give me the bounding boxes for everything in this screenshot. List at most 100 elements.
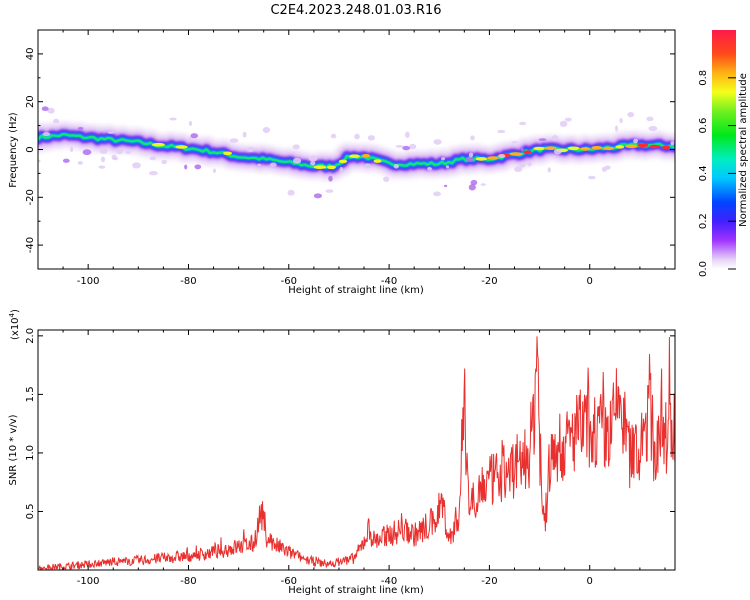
y-tick-label: 20 [25, 95, 36, 108]
x-tick-label: -80 [180, 576, 196, 587]
snr-y-ticks: 0.5 1.0 1.5 2.0 [25, 328, 675, 520]
figure-title: C2E4.2023.248.01.03.R16 [270, 3, 441, 18]
colorbar-tick-label: 0.6 [698, 118, 709, 134]
x-tick-label: -60 [281, 576, 297, 587]
spectrogram-x-ticks: -100 -80 -60 -40 -20 0 [37, 30, 666, 287]
heatmap-speckle [42, 132, 51, 137]
heatmap-speckle [470, 135, 475, 141]
heatmap-speckle [242, 131, 247, 138]
heatmap-speckle [77, 126, 84, 130]
heatmap-speckle [41, 106, 49, 111]
x-tick-label: -40 [381, 576, 397, 587]
heatmap-speckle [553, 148, 562, 155]
heatmap-speckle [498, 154, 506, 158]
heatmap-speckle [269, 162, 277, 167]
heatmap-speckle [367, 135, 376, 141]
heatmap-speckle [99, 148, 108, 154]
heatmap-speckle [292, 157, 302, 164]
heatmap-hot-spot [579, 147, 591, 151]
heatmap-speckle [325, 189, 334, 193]
heatmap-speckle [339, 166, 344, 172]
snr-plot-area [38, 330, 675, 570]
colorbar: 0.0 0.2 0.4 0.6 0.8 Normalized spectral ampl… [698, 30, 749, 277]
heatmap-speckle [184, 164, 188, 170]
heatmap-speckle [47, 107, 55, 114]
heatmap-speckle [497, 129, 506, 134]
snr-frame [37, 329, 676, 571]
spectrogram-heatmap [38, 106, 675, 199]
heatmap-speckle [520, 146, 524, 152]
heatmap-speckle [70, 146, 74, 153]
heatmap-hot-spot [475, 157, 488, 161]
heatmap-speckle [292, 144, 300, 150]
y-tick-label: 1.0 [25, 445, 36, 461]
heatmap-speckle [518, 162, 526, 168]
colorbar-ticks: 0.0 0.2 0.4 0.6 0.8 [698, 70, 736, 277]
heatmap-hot-spot [533, 146, 545, 151]
heatmap-speckle [551, 134, 559, 142]
heatmap-speckle [427, 166, 432, 171]
heatmap-speckle [262, 126, 271, 134]
y-tick-label: 2.0 [25, 328, 36, 344]
heatmap-speckle [310, 161, 316, 166]
heatmap-speckle [614, 125, 619, 132]
heatmap-hot-spot [602, 146, 615, 151]
heatmap-speckle [514, 166, 523, 173]
y-tick-label: 1.5 [25, 386, 36, 402]
y-tick-label: 0.5 [25, 504, 36, 520]
heatmap-speckle [480, 183, 487, 186]
heatmap-speckle [538, 138, 547, 142]
y-tick-label: 0 [25, 146, 36, 152]
heatmap-speckle [470, 179, 478, 186]
heatmap-speckle [62, 158, 70, 163]
heatmap-speckle [38, 159, 41, 163]
colorbar-tick-label: 0.2 [698, 213, 709, 229]
heatmap-speckle [468, 152, 474, 158]
heatmap-speckle [313, 193, 322, 199]
colorbar-gradient [712, 30, 736, 269]
heatmap-speckle [107, 131, 115, 134]
heatmap-speckle [169, 117, 177, 121]
heatmap-speckle [111, 154, 117, 160]
heatmap-speckle [364, 163, 371, 167]
snr-y-axis-label: SNR (10 * v/v) [8, 414, 19, 485]
heatmap-speckle [77, 161, 83, 165]
heatmap-hot-spot [591, 146, 603, 150]
heatmap-speckle [308, 155, 318, 162]
heatmap-speckle [100, 156, 106, 163]
x-tick-label: -60 [281, 276, 297, 287]
heatmap-speckle [646, 116, 654, 122]
heatmap-speckle [627, 111, 635, 118]
heatmap-speckle [402, 145, 411, 151]
heatmap-hot-spot [661, 145, 671, 150]
x-tick-label: -80 [180, 276, 196, 287]
heatmap-hot-spot [523, 150, 532, 154]
heatmap-hot-spot [326, 165, 336, 170]
snr-panel: -100 -80 -60 -40 -20 0 0.5 1.0 1.5 2.0 Height of… [8, 309, 676, 596]
heatmap-speckle [465, 156, 475, 163]
heatmap-hot-spot [373, 159, 382, 163]
spectrogram-y-axis-label: Frequency (Hz) [8, 112, 19, 188]
heatmap-speckle [648, 125, 658, 132]
heatmap-speckle [148, 171, 158, 176]
heatmap-speckle [559, 120, 568, 128]
x-tick-label: -100 [77, 576, 100, 587]
colorbar-label: Normalized spectral amplitude [738, 73, 749, 227]
heatmap-hot-spot [152, 142, 165, 147]
heatmap-hot-spot [567, 146, 580, 151]
heatmap-hot-spot [544, 146, 557, 150]
colorbar-tick-label: 0.0 [698, 261, 709, 277]
heatmap-speckle [433, 139, 442, 145]
heatmap-speckle [354, 133, 360, 140]
heatmap-hot-spot [625, 144, 638, 149]
heatmap-speckle [547, 167, 551, 173]
heatmap-hot-spot [175, 145, 188, 149]
x-tick-label: 0 [587, 276, 593, 287]
heatmap-speckle [132, 162, 141, 169]
heatmap-speckle [328, 175, 333, 182]
heatmap-hot-spot [615, 145, 625, 149]
heatmap-speckle [257, 163, 262, 167]
heatmap-hot-spot [338, 159, 348, 164]
heatmap-speckle [409, 143, 417, 150]
heatmap-speckle [82, 149, 92, 156]
